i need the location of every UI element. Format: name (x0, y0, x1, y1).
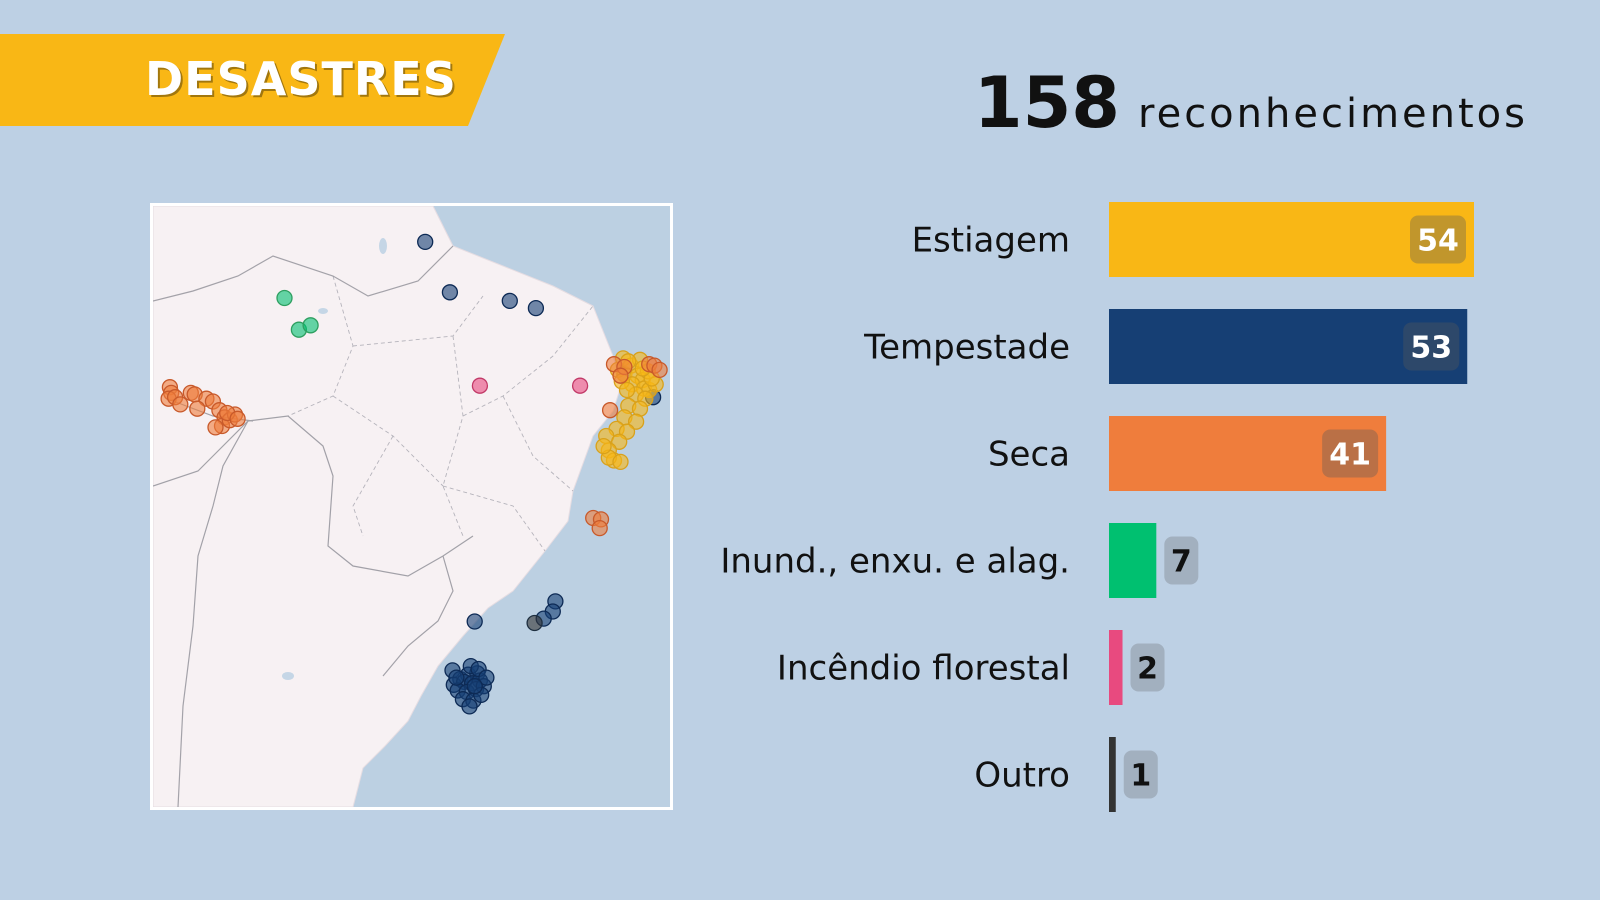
state-borders (287, 275, 594, 552)
value-label-estiagem: 54 (1417, 224, 1459, 259)
bar-label-incendio-florestal: Incêndio florestal (777, 649, 1070, 689)
map-point-estiagem (627, 413, 645, 430)
map-point-estiagem (612, 453, 629, 471)
page-title: DESASTRES (145, 52, 457, 106)
map-point-seca (591, 519, 608, 537)
bar-label-seca: Seca (988, 435, 1070, 475)
map-point-tempestade (441, 284, 459, 301)
map-point-incendio (471, 377, 489, 394)
value-badge-outro (1123, 750, 1158, 799)
bar-tempestade (1109, 309, 1468, 384)
map-point-estiagem (595, 437, 612, 455)
bar-inund-enxu-e-alag (1109, 523, 1157, 598)
map-point-seca (189, 400, 206, 417)
map-point-seca (172, 396, 189, 413)
map-point-tempestade (417, 233, 434, 251)
map-point-estiagem (611, 433, 628, 450)
bar-label-inund-enxu-e-alag: Inund., enxu. e alag. (720, 542, 1070, 582)
map-point-outro (526, 614, 543, 632)
value-label-outro: 1 (1130, 759, 1151, 794)
value-badge-tempestade (1403, 322, 1460, 371)
value-label-inund-enxu-e-alag: 7 (1171, 545, 1192, 580)
disaster-map (150, 203, 673, 810)
value-label-seca: 41 (1329, 438, 1371, 473)
continent-landmass (153, 206, 622, 807)
map-point-tempestade (466, 678, 483, 695)
value-label-incendio-florestal: 2 (1137, 652, 1158, 687)
title-banner-shape (0, 34, 505, 126)
total-count-label: reconhecimentos (1138, 91, 1528, 137)
map-point-tempestade (478, 669, 495, 686)
map-point-inundacao (276, 289, 293, 307)
value-badge-seca (1322, 429, 1379, 478)
bar-incendio-florestal (1109, 630, 1123, 705)
map-point-seca (601, 402, 619, 419)
map-point-seca (229, 410, 246, 427)
headline: 158 reconhecimentos (974, 62, 1528, 144)
title-banner: DESASTRES (0, 34, 505, 126)
bar-label-tempestade: Tempestade (863, 328, 1070, 368)
value-label-tempestade: 53 (1410, 331, 1452, 366)
lakes (282, 238, 387, 680)
value-badge-inund-enxu-e-alag (1164, 536, 1199, 585)
map-point-incendio (571, 377, 589, 394)
disaster-points (160, 233, 668, 715)
map-point-seca (612, 367, 629, 384)
bar-label-estiagem: Estiagem (912, 221, 1070, 261)
map-canvas (153, 206, 670, 807)
map-point-estiagem (618, 381, 636, 399)
bar-chart: Estiagem 54 Tempestade 53 Seca 41 Inund., enxu… (720, 202, 1474, 812)
map-point-tempestade (501, 292, 518, 310)
value-badge-estiagem (1410, 215, 1466, 264)
value-badge-incendio-florestal (1130, 643, 1165, 692)
map-point-tempestade (527, 299, 545, 317)
bar-label-outro: Outro (974, 756, 1070, 796)
map-point-inundacao (302, 317, 319, 334)
bar-outro (1109, 737, 1116, 812)
map-point-seca (651, 361, 668, 379)
bar-estiagem (1109, 202, 1474, 277)
map-point-tempestade (461, 698, 478, 715)
map-point-seca (207, 419, 224, 436)
bar-seca (1109, 416, 1387, 491)
map-point-tempestade (466, 613, 483, 630)
map-point-tempestade (448, 669, 465, 686)
total-count: 158 (973, 62, 1121, 144)
